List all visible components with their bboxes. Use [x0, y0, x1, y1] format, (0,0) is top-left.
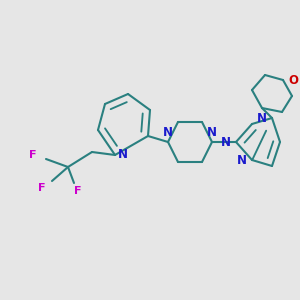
Text: N: N [237, 154, 247, 166]
Text: O: O [288, 74, 298, 86]
Text: F: F [74, 186, 82, 196]
Text: F: F [38, 183, 45, 193]
Text: N: N [221, 136, 231, 148]
Text: F: F [29, 150, 37, 160]
Text: N: N [118, 148, 128, 161]
Text: N: N [163, 125, 173, 139]
Text: N: N [257, 112, 267, 124]
Text: N: N [207, 125, 217, 139]
